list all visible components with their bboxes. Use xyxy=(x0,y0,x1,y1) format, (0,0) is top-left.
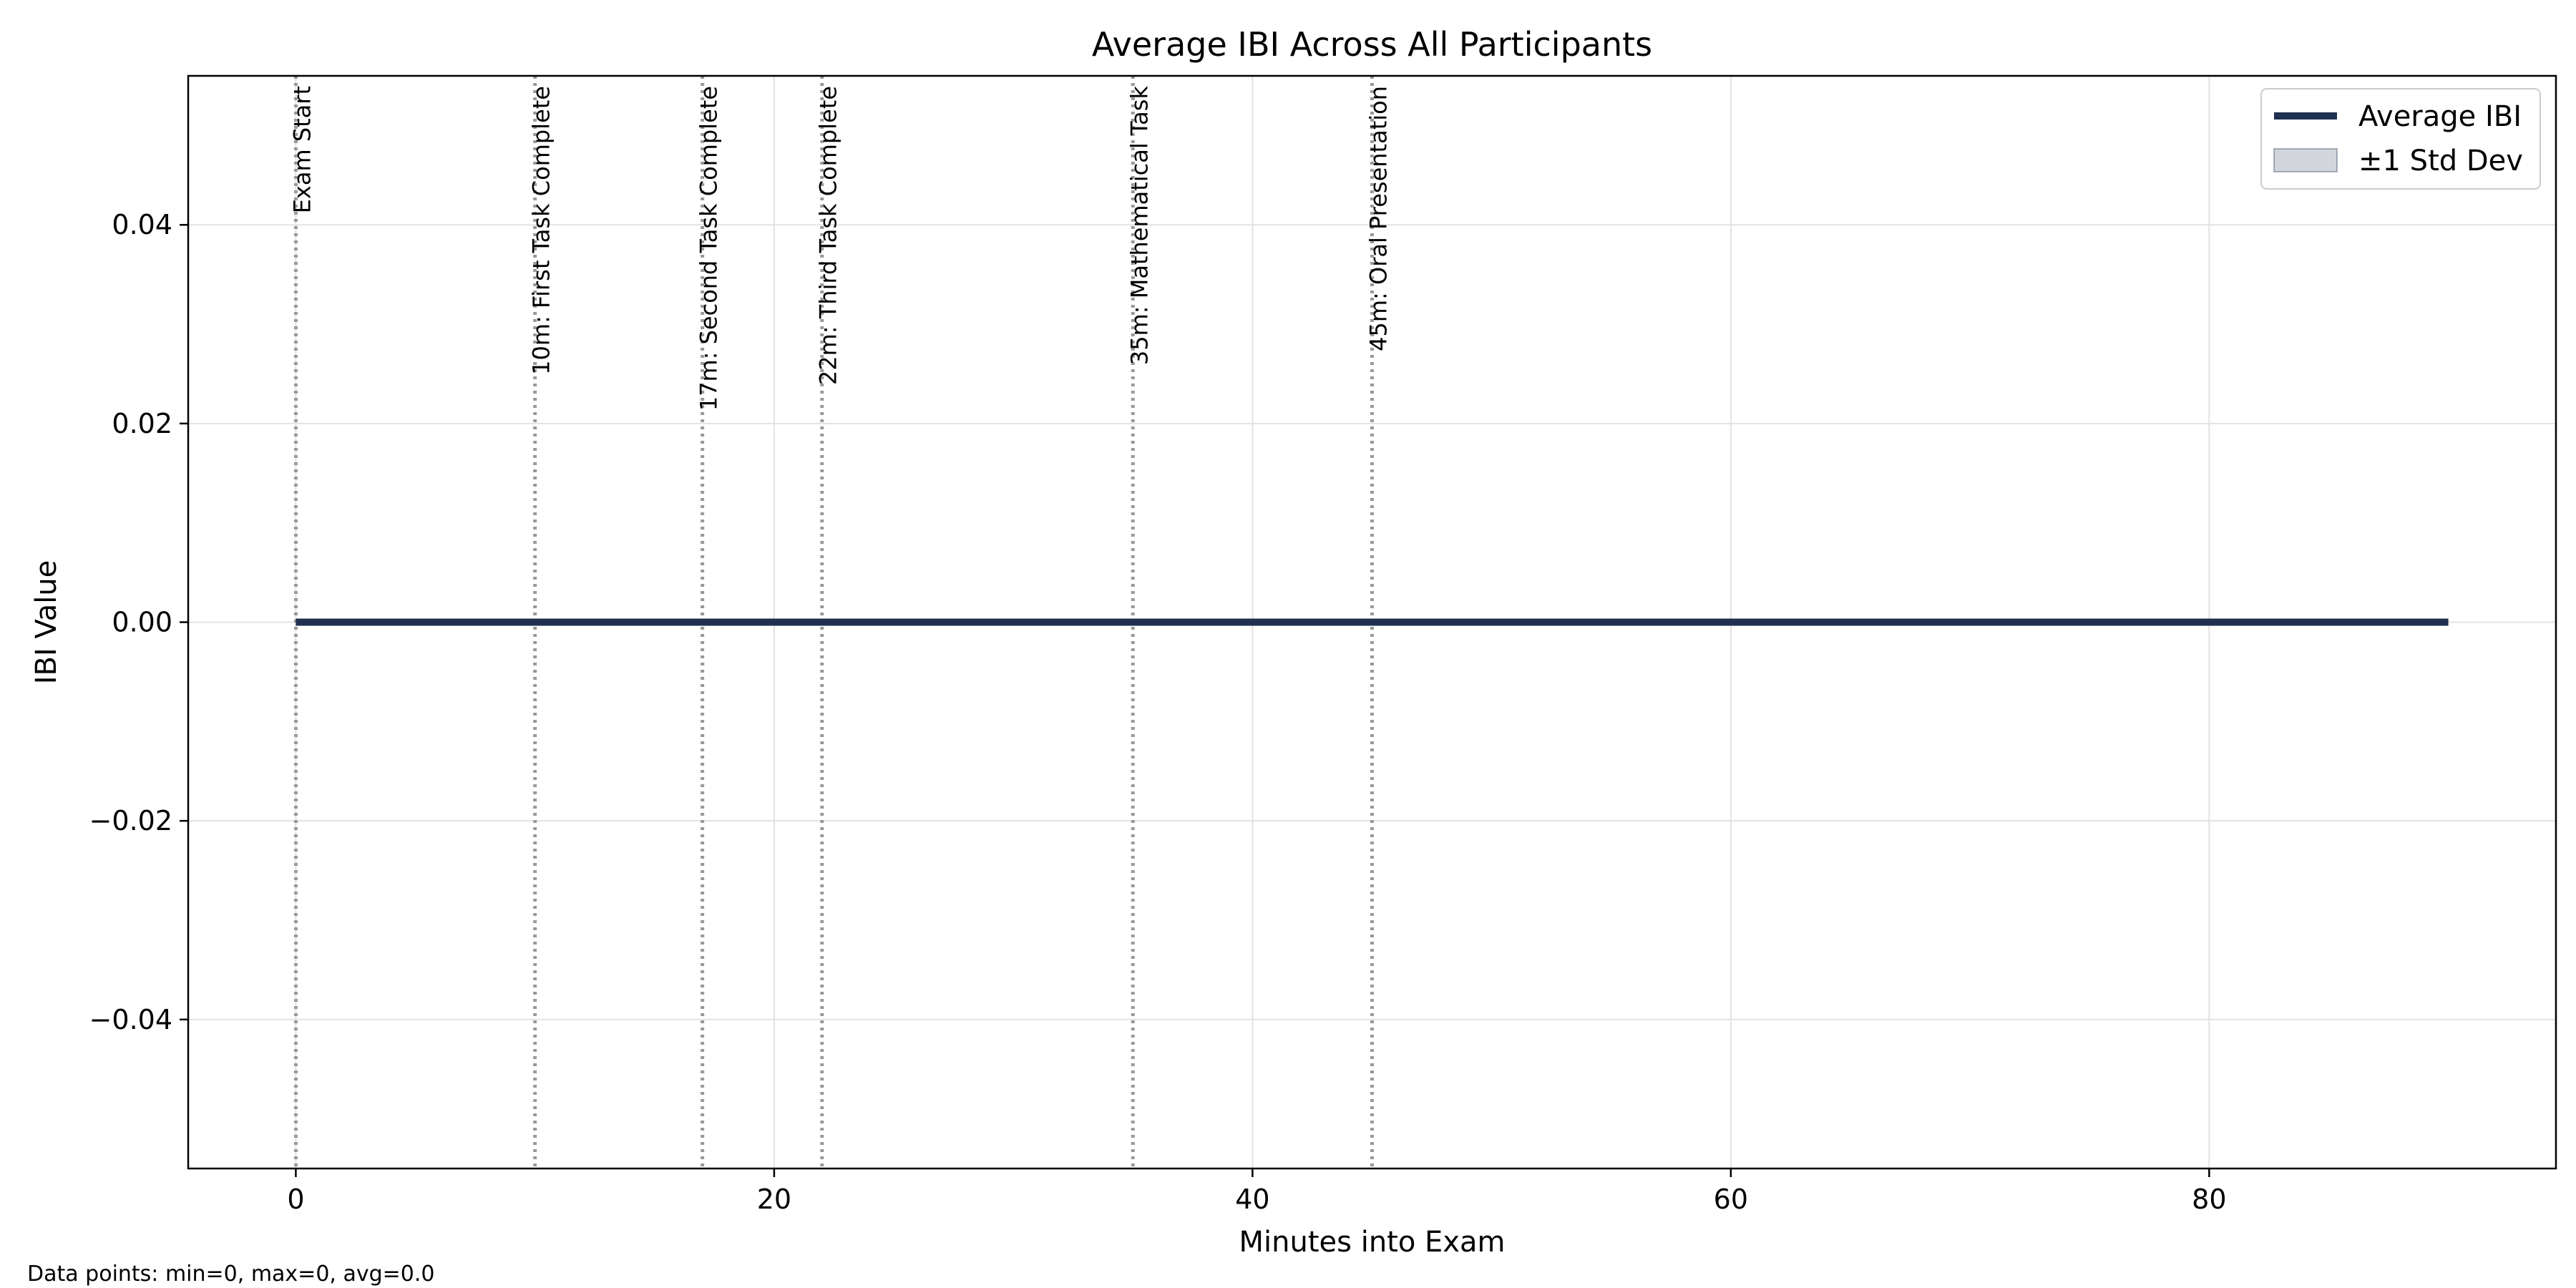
x-tick-label: 20 xyxy=(757,1184,791,1215)
event-label: 10m: First Task Complete xyxy=(528,86,555,375)
y-tick-label: 0.02 xyxy=(112,408,172,439)
event-label: 45m: Oral Presentation xyxy=(1365,86,1392,351)
event-label: 35m: Mathematical Task xyxy=(1126,86,1153,366)
x-tick-label: 0 xyxy=(287,1184,304,1215)
x-axis-ticks: 0 20 40 60 80 xyxy=(287,1169,2227,1215)
legend-label-average-ibi: Average IBI xyxy=(2358,100,2522,133)
y-tick-label: 0.04 xyxy=(112,209,172,240)
legend-label-std-dev: ±1 Std Dev xyxy=(2358,145,2523,177)
y-tick-label: 0.00 xyxy=(112,607,172,638)
data-summary-footnote: Data points: min=0, max=0, avg=0.0 xyxy=(27,1262,435,1287)
y-tick-label: −0.04 xyxy=(89,1004,172,1035)
legend: Average IBI ±1 Std Dev xyxy=(2260,88,2541,190)
y-axis-label: IBI Value xyxy=(30,560,63,685)
event-label: 22m: Third Task Complete xyxy=(815,86,842,385)
x-tick-label: 60 xyxy=(1714,1184,1748,1215)
event-label: Exam Start xyxy=(288,86,316,213)
x-tick-label: 80 xyxy=(2192,1184,2226,1215)
x-axis-label: Minutes into Exam xyxy=(1239,1226,1506,1259)
legend-band-swatch xyxy=(2273,148,2338,172)
event-label: 17m: Second Task Complete xyxy=(696,86,723,411)
y-axis-ticks: 0.04 0.02 0.00 −0.02 −0.04 xyxy=(89,209,188,1035)
y-tick-label: −0.02 xyxy=(89,805,172,836)
chart-title: Average IBI Across All Participants xyxy=(1092,25,1652,64)
x-tick-label: 40 xyxy=(1235,1184,1269,1215)
